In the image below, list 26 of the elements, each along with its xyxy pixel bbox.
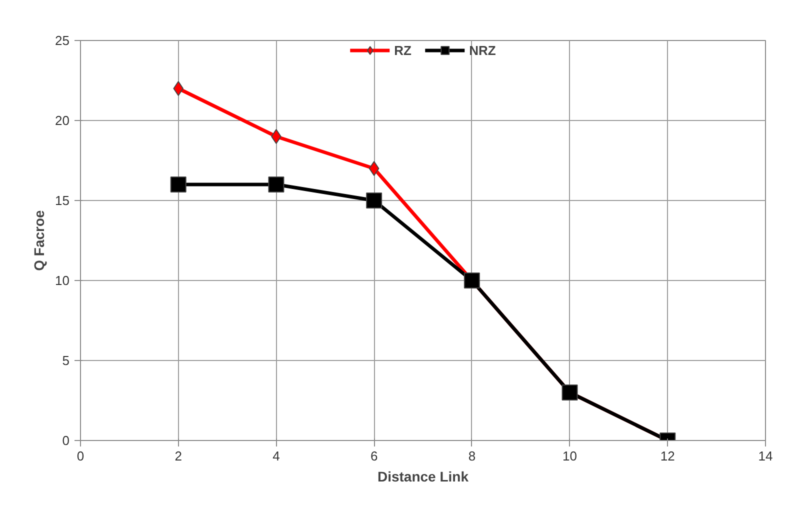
point (368, 161, 380, 176)
legend-label: NRZ (469, 42, 496, 58)
x-tick-label: 8 (468, 448, 476, 464)
x-tick-label: 12 (660, 448, 675, 464)
y-tick-label: 25 (55, 33, 70, 48)
y-tick-label: 15 (55, 193, 70, 208)
x-tick-label: 0 (76, 448, 84, 464)
y-tick-label: 20 (55, 113, 70, 128)
point (170, 176, 186, 192)
x-tick-label: 4 (272, 448, 280, 464)
y-tick-label: 5 (62, 353, 70, 368)
point (173, 81, 184, 96)
x-tick-label: 2 (174, 448, 182, 464)
point (271, 129, 282, 144)
point (268, 176, 284, 192)
point (562, 384, 578, 400)
y-tick-label: 0 (62, 433, 70, 448)
x-tick-label: 14 (758, 448, 773, 464)
x-tick-label: 6 (370, 448, 378, 464)
point (464, 272, 480, 288)
y-axis-title: Q Facroe (31, 210, 48, 271)
x-tick-label: 10 (562, 448, 578, 464)
legend-label: RZ (394, 42, 412, 58)
y-tick-label: 10 (55, 273, 70, 288)
point (366, 192, 382, 208)
x-axis-title: Distance Link (377, 468, 469, 484)
